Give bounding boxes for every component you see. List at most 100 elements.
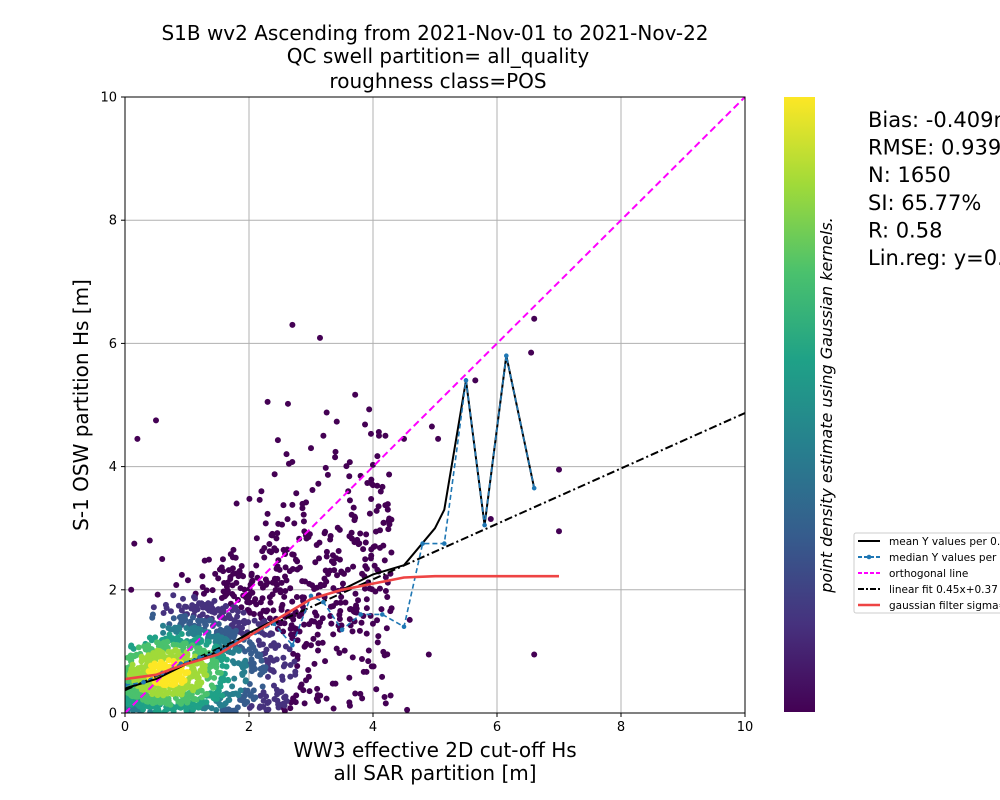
scatter-point xyxy=(163,604,170,611)
scatter-point xyxy=(381,693,388,700)
scatter-point xyxy=(160,629,167,636)
scatter-point xyxy=(280,654,287,661)
scatter-point xyxy=(327,536,334,543)
scatter-point xyxy=(241,620,248,627)
scatter-point xyxy=(323,548,330,555)
scatter-point xyxy=(278,579,285,586)
scatter-point xyxy=(247,609,254,616)
title-line-2: QC swell partition= all_quality xyxy=(287,44,590,68)
scatter-point xyxy=(248,572,255,579)
scatter-point xyxy=(184,577,191,584)
scatter-point xyxy=(333,645,340,652)
scatter-point xyxy=(314,631,321,638)
scatter-point xyxy=(372,528,379,535)
x-tick-label: 10 xyxy=(737,720,754,735)
scatter-point xyxy=(219,692,226,699)
scatter-point xyxy=(359,695,366,702)
scatter-point xyxy=(374,453,381,460)
scatter-point xyxy=(290,650,297,657)
scatter-point xyxy=(259,584,266,591)
scatter-point xyxy=(361,585,368,592)
y-axis-label: S-1 OSW partition Hs [m] xyxy=(69,279,93,531)
scatter-point xyxy=(368,495,375,502)
stat-line: R: 0.58 xyxy=(868,218,942,242)
scatter-point xyxy=(280,502,287,509)
scatter-point xyxy=(362,556,369,563)
scatter-point xyxy=(229,658,236,665)
scatter-point xyxy=(382,700,389,707)
scatter-point xyxy=(147,708,154,713)
scatter-point xyxy=(293,490,300,497)
scatter-point xyxy=(282,587,289,594)
legend-box xyxy=(853,532,1000,614)
scatter-point xyxy=(257,703,264,710)
scatter-point xyxy=(285,460,292,467)
scatter-point xyxy=(337,599,344,606)
scatter-point xyxy=(341,647,348,654)
scatter-point xyxy=(238,562,245,569)
x-tick-label: 8 xyxy=(617,720,625,735)
scatter-point xyxy=(201,557,208,564)
scatter-point xyxy=(179,595,186,602)
y-tick-label: 2 xyxy=(109,583,117,598)
scatter-point xyxy=(382,588,389,595)
y-tick-label: 0 xyxy=(109,707,117,722)
scatter-point xyxy=(380,648,387,655)
x-axis-ticks: 0 2 4 6 8 10 xyxy=(121,713,753,735)
scatter-point xyxy=(277,589,284,596)
scatter-point xyxy=(330,585,337,592)
scatter-point xyxy=(276,566,283,573)
scatter-point xyxy=(330,705,337,712)
scatter-point xyxy=(313,541,320,548)
scatter-point xyxy=(336,616,343,623)
scatter-point xyxy=(206,617,213,624)
scatter-point xyxy=(219,662,226,669)
scatter-point xyxy=(387,608,394,615)
scatter-point xyxy=(435,435,442,442)
median-marker xyxy=(290,642,295,648)
scatter-point xyxy=(349,654,356,661)
scatter-point xyxy=(218,657,225,664)
scatter-point xyxy=(231,675,238,682)
scatter-point xyxy=(347,606,354,613)
scatter-point xyxy=(238,604,245,611)
legend-marker xyxy=(866,554,872,560)
scatter-point xyxy=(251,617,258,624)
median-marker xyxy=(125,682,128,688)
scatter-point xyxy=(363,596,370,603)
scatter-point xyxy=(531,315,538,322)
scatter-point xyxy=(208,682,215,689)
legend-label: linear fit 0.45x+0.37 xyxy=(889,584,998,596)
chart-legend: mean Y values per 0.33 m median Y values … xyxy=(853,532,1000,614)
scatter-point xyxy=(173,581,180,588)
median-marker xyxy=(141,679,146,685)
scatter-point xyxy=(368,663,375,670)
scatter-point xyxy=(248,650,255,657)
scatter-point xyxy=(260,697,267,704)
scatter-point xyxy=(382,574,389,581)
scatter-point xyxy=(183,625,190,632)
scatter-point xyxy=(327,613,334,620)
scatter-point xyxy=(352,590,359,597)
scatter-point xyxy=(159,556,166,562)
scatter-point xyxy=(215,621,222,628)
scatter-point xyxy=(266,632,273,639)
scatter-point xyxy=(349,628,356,635)
scatter-point xyxy=(160,609,167,616)
scatter-point xyxy=(281,593,288,600)
scatter-point xyxy=(274,691,281,698)
scatter-point xyxy=(306,621,313,628)
scatter-point xyxy=(275,520,282,527)
scatter-point xyxy=(282,643,289,650)
scatter-point xyxy=(319,639,326,646)
scatter-point xyxy=(360,668,367,675)
scatter-point xyxy=(387,692,394,699)
scatter-point xyxy=(274,437,281,444)
scatter-point xyxy=(189,614,196,621)
scatter-point xyxy=(290,616,297,623)
scatter-point xyxy=(289,551,296,558)
stat-line: RMSE: 0.939m xyxy=(868,136,1000,160)
y-tick-label: 4 xyxy=(109,460,117,475)
scatter-point xyxy=(332,448,339,455)
scatter-point xyxy=(253,562,260,569)
